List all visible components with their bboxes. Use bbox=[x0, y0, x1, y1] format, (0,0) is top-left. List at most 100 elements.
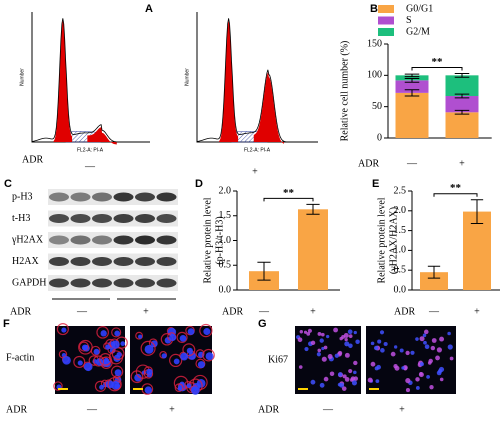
nucleus bbox=[316, 352, 321, 357]
blot-label: H2AX bbox=[12, 256, 39, 267]
nucleus bbox=[370, 361, 376, 367]
group-label: + bbox=[399, 404, 405, 415]
nucleus bbox=[186, 347, 193, 354]
nucleus bbox=[161, 353, 167, 359]
nucleus bbox=[415, 377, 420, 382]
nucleus bbox=[317, 348, 322, 353]
nucleus bbox=[405, 388, 411, 393]
nucleus bbox=[323, 376, 329, 382]
axis bbox=[31, 12, 150, 143]
error-bar bbox=[454, 109, 470, 115]
nucleus bbox=[347, 329, 353, 335]
y-tick-label: 0.5 bbox=[394, 264, 407, 275]
y-tick-label: 100 bbox=[367, 70, 382, 81]
bar-segment bbox=[395, 80, 429, 93]
nucleus bbox=[188, 352, 196, 360]
y-tick-label: 1.0 bbox=[394, 245, 407, 256]
bar bbox=[420, 272, 448, 290]
bar-segment bbox=[445, 96, 479, 113]
nucleus bbox=[439, 377, 444, 382]
group-label: — bbox=[86, 404, 98, 415]
nucleus bbox=[105, 344, 111, 350]
g2-peak bbox=[253, 71, 284, 144]
nucleus bbox=[111, 340, 120, 349]
panel-letter: F bbox=[3, 318, 10, 330]
nucleus bbox=[348, 368, 353, 374]
group-label: + bbox=[252, 166, 258, 177]
nucleus bbox=[377, 339, 382, 344]
nucleus bbox=[342, 374, 347, 379]
group-label: — bbox=[76, 306, 88, 317]
actin bbox=[56, 323, 69, 336]
nucleus bbox=[341, 386, 347, 391]
nucleus bbox=[326, 334, 330, 339]
nucleus bbox=[299, 330, 303, 334]
blot-band bbox=[49, 192, 69, 202]
bar-segment bbox=[445, 112, 479, 138]
nucleus bbox=[197, 361, 205, 369]
actin bbox=[107, 377, 122, 392]
blot-band bbox=[156, 278, 177, 288]
nucleus bbox=[116, 351, 122, 358]
scale-bar bbox=[58, 388, 68, 390]
error-bar bbox=[427, 265, 441, 279]
blot-band bbox=[92, 214, 112, 223]
scale-bar bbox=[133, 388, 143, 390]
y-tick-label: 1.5 bbox=[219, 210, 232, 221]
bar bbox=[298, 209, 328, 290]
nucleus bbox=[205, 352, 214, 361]
nucleus bbox=[435, 355, 440, 361]
blot-band bbox=[156, 235, 177, 245]
nucleus bbox=[415, 386, 420, 390]
actin bbox=[94, 380, 107, 392]
nucleus bbox=[405, 350, 410, 356]
blot-band bbox=[156, 214, 177, 223]
y-tick-label: 0.0 bbox=[219, 284, 232, 295]
y-tick-label: 150 bbox=[367, 38, 382, 49]
nucleus bbox=[337, 372, 343, 377]
nucleus bbox=[394, 365, 400, 371]
bar-segment bbox=[395, 75, 429, 81]
error-bar bbox=[404, 89, 420, 97]
nucleus bbox=[436, 370, 442, 376]
y-axis-label: Number bbox=[184, 68, 190, 86]
x-axis-label: FL2-A: PI-A bbox=[77, 147, 104, 153]
x-tick-label: — bbox=[258, 306, 270, 317]
nucleus bbox=[424, 344, 430, 350]
y-axis-label: Relative protein level bbox=[202, 197, 213, 283]
actin bbox=[199, 323, 213, 338]
nucleus bbox=[423, 329, 429, 335]
blot-band bbox=[49, 278, 69, 288]
error-bar bbox=[454, 93, 470, 99]
actin bbox=[176, 331, 188, 343]
bar-segment bbox=[395, 92, 429, 138]
nucleus bbox=[422, 333, 427, 338]
g1-peak bbox=[219, 20, 239, 143]
y-tick-label: 0 bbox=[377, 132, 382, 143]
nucleus bbox=[83, 362, 93, 372]
treatment-label: ADR bbox=[6, 404, 27, 415]
y-axis-label: Number bbox=[19, 68, 25, 86]
nucleus bbox=[111, 380, 120, 390]
nucleus bbox=[415, 337, 419, 341]
histogram-curve bbox=[196, 18, 312, 143]
nucleus bbox=[144, 344, 154, 354]
legend-swatch bbox=[378, 28, 394, 36]
blot-band bbox=[70, 192, 91, 202]
x-axis-label: ADR bbox=[222, 306, 243, 317]
nucleus bbox=[419, 362, 424, 367]
blot-band bbox=[92, 235, 112, 245]
y-axis-label: Relative cell number (%) bbox=[339, 41, 350, 142]
actin bbox=[169, 353, 183, 368]
blot-band bbox=[135, 192, 155, 202]
nucleus bbox=[310, 340, 316, 346]
blot-band bbox=[92, 257, 112, 266]
blot-band bbox=[156, 192, 177, 202]
nucleus bbox=[180, 352, 189, 361]
nucleus bbox=[383, 341, 388, 347]
actin bbox=[182, 343, 196, 357]
actin bbox=[111, 327, 122, 338]
x-axis-label: ADR bbox=[394, 306, 415, 317]
actin bbox=[174, 383, 184, 393]
